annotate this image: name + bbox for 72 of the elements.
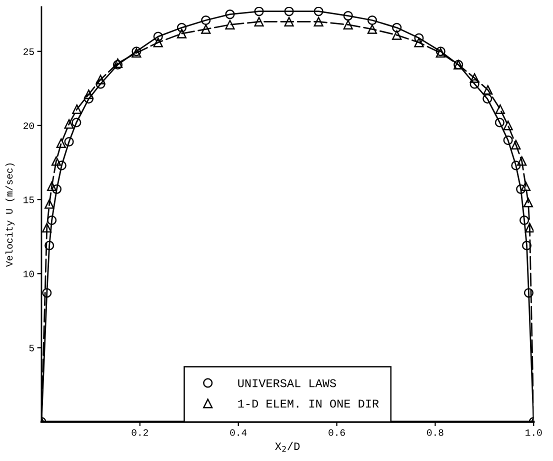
- point: [414, 33, 424, 43]
- point: [517, 156, 527, 166]
- x-axis-title: X$_{2}$/D: [275, 442, 300, 452]
- x-tick-label: 0.4: [230, 429, 247, 436]
- point: [414, 38, 424, 48]
- legend-label: UNIVERSAL LAWS: [238, 379, 336, 388]
- x-tick-label: 0.2: [132, 429, 148, 436]
- point: [524, 222, 534, 232]
- y-tick-label: 5: [29, 344, 34, 352]
- point: [225, 10, 235, 20]
- point: [51, 156, 62, 166]
- point: [520, 181, 531, 192]
- point: [522, 240, 532, 250]
- point: [42, 222, 52, 232]
- point: [511, 140, 521, 150]
- x-tick-label: 1.0: [526, 429, 542, 436]
- point: [153, 38, 163, 48]
- point: [483, 85, 493, 95]
- point: [84, 94, 94, 104]
- point: [56, 160, 66, 170]
- point: [64, 136, 74, 147]
- y-axis-title: Velocity U (m/sec): [5, 163, 15, 267]
- point: [96, 74, 106, 84]
- y-tick-label: 20: [24, 122, 34, 130]
- y-tick-label: 10: [24, 270, 34, 278]
- y-tick-label: 15: [24, 196, 34, 204]
- point: [254, 6, 264, 16]
- x-tick-label: 0.8: [427, 429, 444, 436]
- point: [72, 104, 82, 114]
- point: [225, 20, 235, 30]
- point: [64, 119, 74, 129]
- point: [520, 216, 530, 226]
- point: [47, 181, 57, 192]
- point: [470, 79, 480, 89]
- point: [254, 16, 264, 27]
- point: [343, 11, 353, 21]
- x-tick-label: 0.6: [328, 429, 345, 436]
- point: [516, 184, 526, 194]
- point: [52, 184, 62, 194]
- point: [314, 6, 324, 16]
- point: [176, 28, 187, 38]
- point: [56, 138, 66, 148]
- point: [201, 15, 211, 26]
- point: [367, 15, 378, 26]
- point: [511, 160, 521, 170]
- point: [47, 216, 57, 226]
- point: [44, 240, 54, 250]
- point: [201, 24, 211, 34]
- point: [470, 73, 480, 83]
- point: [367, 24, 378, 34]
- point: [42, 288, 52, 298]
- point: [503, 120, 513, 130]
- point: [343, 20, 353, 30]
- point: [44, 199, 54, 209]
- y-tick-label: 25: [24, 48, 34, 55]
- point: [284, 6, 294, 16]
- point: [176, 22, 187, 32]
- point: [524, 288, 534, 298]
- point: [96, 79, 106, 89]
- point: [72, 118, 82, 128]
- point: [153, 32, 163, 42]
- legend-label: 1-D ELEM. IN ONE DIR: [238, 400, 379, 408]
- point: [523, 198, 534, 208]
- point: [503, 135, 513, 146]
- point: [482, 94, 492, 104]
- point: [494, 118, 504, 128]
- point: [284, 16, 294, 27]
- point: [392, 30, 402, 40]
- point: [84, 90, 94, 100]
- point: [314, 16, 324, 27]
- point: [495, 104, 505, 114]
- point: [392, 22, 402, 32]
